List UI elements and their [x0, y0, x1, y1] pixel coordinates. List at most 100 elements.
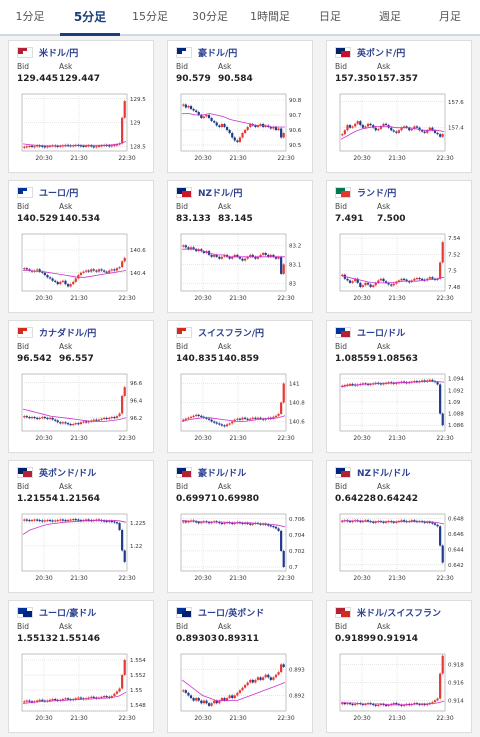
y-tick-label: 7.48: [448, 285, 461, 291]
tab-6[interactable]: 週足: [379, 10, 401, 23]
currency-pair-link[interactable]: ユーロ/豪ドル: [39, 608, 97, 619]
currency-pair-link[interactable]: ユーロ/英ポンド: [198, 608, 265, 619]
tab-0[interactable]: 1分足: [15, 10, 45, 23]
currency-pair-link[interactable]: NZドル/円: [198, 188, 243, 199]
rate-card[interactable]: カナダドル/円 Bid Ask 96.542 96.557 20:30 21:30 22:30…: [8, 320, 154, 453]
card-header: 英ポンド/円: [335, 45, 405, 59]
rate-card[interactable]: 豪ドル/ドル Bid Ask 0.69971 0.69980 20:30 21:30 22:3…: [167, 460, 313, 593]
rate-card[interactable]: 米ドル/スイスフラン Bid Ask 0.91899 0.91914 20:30 21:30…: [326, 600, 472, 733]
candle: [269, 254, 272, 257]
candle: [33, 146, 36, 148]
x-tick-label: 20:30: [35, 295, 52, 302]
rate-card[interactable]: ユーロ/円 Bid Ask 140.529 140.534 20:30 21:30 22:30…: [8, 180, 154, 313]
ask-label: Ask: [218, 62, 232, 71]
rate-card[interactable]: スイスフラン/円 Bid Ask 140.835 140.859 20:30 21:30 22…: [167, 320, 313, 453]
candle: [346, 278, 349, 281]
currency-pair-link[interactable]: ユーロ/ドル: [357, 328, 406, 339]
price-chart: 20:30 21:30 22:30 83 83.1 83.2: [180, 233, 301, 302]
candle: [46, 275, 49, 278]
candle: [113, 144, 116, 147]
tab-2[interactable]: 15分足: [132, 10, 168, 23]
candle: [115, 144, 119, 146]
y-tick-label: 1.55: [130, 688, 143, 694]
candle: [254, 417, 257, 419]
rate-card[interactable]: NZドル/円 Bid Ask 83.133 83.145 20:30 21:30 22:30 8…: [167, 180, 313, 313]
candle: [395, 382, 398, 384]
rate-card[interactable]: 英ポンド/円 Bid Ask 157.350 157.357 20:30 21:30 22:3…: [326, 40, 472, 173]
y-tick-label: 0.648: [448, 517, 464, 523]
currency-pair-link[interactable]: ユーロ/円: [39, 188, 79, 199]
x-tick-label: 20:30: [353, 435, 370, 442]
candle: [92, 269, 95, 271]
candle: [259, 124, 262, 126]
candle: [413, 126, 416, 129]
candle: [259, 523, 262, 525]
candle: [41, 699, 44, 701]
bid-value: 90.579: [176, 74, 211, 84]
x-tick-label: 22:30: [277, 435, 294, 442]
candle: [223, 254, 226, 257]
candle: [264, 523, 267, 525]
tab-5[interactable]: 日足: [319, 10, 341, 23]
rate-card[interactable]: ユーロ/英ポンド Bid Ask 0.89303 0.89311 20:30 21:30 22…: [167, 600, 313, 733]
tab-4[interactable]: 1時間足: [250, 10, 290, 23]
y-tick-label: 7.5: [448, 269, 457, 275]
candle: [41, 520, 44, 522]
candle: [66, 423, 70, 425]
currency-pair-link[interactable]: スイスフラン/円: [198, 328, 265, 339]
bid-value: 96.542: [17, 354, 52, 364]
candle: [280, 256, 283, 274]
x-tick-label: 22:30: [118, 295, 135, 302]
bid-label: Bid: [17, 342, 29, 351]
tab-3[interactable]: 30分足: [192, 10, 228, 23]
candle: [220, 124, 224, 127]
candle: [225, 127, 229, 130]
rate-card[interactable]: ユーロ/ドル Bid Ask 1.08559 1.08563 20:30 21:30 22:3…: [326, 320, 472, 453]
currency-pair-link[interactable]: 英ポンド/円: [357, 48, 406, 59]
currency-pair-link[interactable]: 豪ドル/ドル: [198, 468, 247, 479]
candle: [97, 269, 101, 272]
currency-pair-link[interactable]: 豪ドル/円: [198, 48, 238, 59]
candle: [348, 520, 352, 523]
candle: [223, 698, 226, 701]
candle: [428, 379, 431, 382]
candle: [41, 145, 44, 147]
plot-area: [21, 233, 128, 292]
rate-card[interactable]: 豪ドル/円 Bid Ask 90.579 90.584 20:30 21:30 22:30 90…: [167, 40, 313, 173]
rate-card[interactable]: ランド/円 Bid Ask 7.491 7.500 20:30 21:30 22:30 7.48…: [326, 180, 472, 313]
candle: [87, 697, 90, 699]
tab-7[interactable]: 月足: [439, 10, 461, 23]
y-tick-label: 0.893: [289, 668, 305, 674]
candle: [256, 256, 260, 259]
candle: [189, 416, 193, 418]
candle: [123, 660, 126, 675]
currency-pair-link[interactable]: 米ドル/スイスフラン: [357, 608, 442, 619]
currency-pair-link[interactable]: NZドル/ドル: [357, 468, 411, 479]
x-tick-label: 22:30: [277, 155, 294, 162]
y-tick-label: 129.5: [130, 97, 146, 103]
candle: [421, 380, 424, 382]
y-tick-label: 1.094: [448, 377, 464, 383]
ask-value: 1.21564: [59, 494, 100, 504]
currency-pair-link[interactable]: カナダドル/円: [39, 328, 97, 339]
currency-pair-link[interactable]: 米ドル/円: [39, 48, 79, 59]
candle: [25, 146, 28, 148]
tab-1[interactable]: 5分足: [60, 0, 120, 36]
rate-card[interactable]: 英ポンド/ドル Bid Ask 1.21554 1.21564 20:30 21:30 22:…: [8, 460, 154, 593]
rate-card[interactable]: NZドル/ドル Bid Ask 0.64228 0.64242 20:30 21:30 22:…: [326, 460, 472, 593]
currency-pair-link[interactable]: ランド/円: [357, 188, 397, 199]
x-tick-label: 22:30: [436, 715, 453, 722]
candle: [441, 655, 444, 674]
candle: [236, 692, 239, 696]
candle: [418, 277, 421, 280]
candle: [108, 270, 111, 273]
currency-pair-link[interactable]: 英ポンド/ドル: [39, 468, 97, 479]
candle: [103, 696, 106, 698]
ask-value: 7.500: [377, 214, 406, 224]
candle: [410, 128, 413, 131]
rate-card[interactable]: ユーロ/豪ドル Bid Ask 1.55132 1.55146 20:30 21:30 22:…: [8, 600, 154, 733]
candle: [218, 256, 221, 259]
candle: [30, 145, 34, 147]
candle: [377, 704, 380, 706]
rate-card[interactable]: 米ドル/円 Bid Ask 129.445 129.447 20:30 21:30 22:30…: [8, 40, 154, 173]
